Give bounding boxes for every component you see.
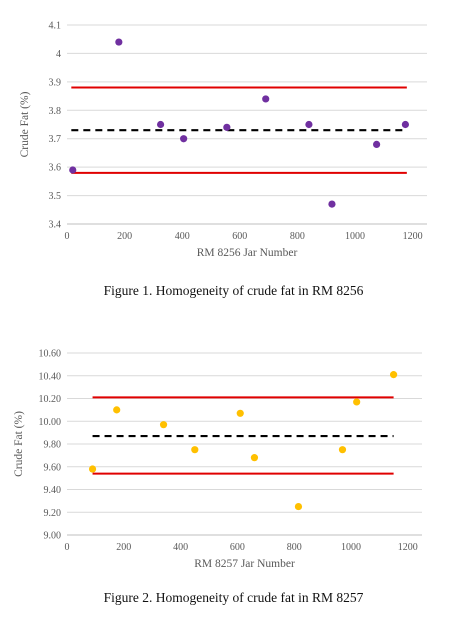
y-tick-label: 9.00 (44, 531, 62, 542)
y-tick-label: 4.1 (49, 21, 62, 32)
x-tick-label: 1000 (345, 231, 365, 242)
data-point (69, 166, 77, 174)
x-tick-label: 800 (290, 231, 305, 242)
data-point (294, 502, 303, 511)
y-tick-label: 9.60 (44, 462, 62, 473)
x-tick-label: 400 (175, 231, 190, 242)
data-point (328, 200, 336, 208)
data-point (401, 120, 409, 129)
x-axis-label: RM 8256 Jar Number (197, 247, 298, 259)
x-tick-label: 200 (117, 231, 132, 242)
data-point (250, 454, 259, 462)
x-tick-label: 1200 (403, 231, 423, 242)
x-tick-label: 400 (173, 542, 188, 553)
x-tick-label: 600 (232, 231, 247, 242)
y-tick-label: 4 (56, 49, 61, 60)
x-tick-label: 800 (287, 542, 302, 553)
x-tick-label: 0 (65, 542, 70, 553)
data-point (338, 446, 347, 454)
figure-2-caption: Figure 2. Homogeneity of crude fat in RM… (103, 590, 364, 605)
x-axis-label: RM 8257 Jar Number (194, 558, 295, 570)
y-tick-label: 3.7 (49, 134, 62, 145)
y-axis-label: Crude Fat (%) (19, 91, 31, 157)
x-tick-label: 200 (116, 542, 131, 553)
y-tick-label: 3.8 (49, 106, 62, 117)
data-point (305, 120, 313, 129)
data-point (191, 446, 199, 454)
figure-2: 9.00 9.20 9.40 9.60 9.80 10.00 10.20 10.40 10.60… (0, 338, 467, 620)
y-tick-label: 9.80 (44, 440, 62, 451)
x-tick-label: 1000 (341, 542, 361, 553)
data-point (88, 465, 97, 473)
y-axis-label: Crude Fat (%) (13, 411, 25, 477)
x-tick-label: 0 (65, 231, 70, 242)
data-point (115, 38, 123, 46)
x-tick-label: 600 (230, 542, 245, 553)
chart-1: 3.4 3.5 3.6 3.7 3.8 3.9 4 4.1 0 200 400 600 800 1000 1… (19, 21, 427, 259)
chart-2: 9.00 9.20 9.40 9.60 9.80 10.00 10.20 10.40 10.60… (13, 349, 422, 570)
data-point (180, 135, 188, 143)
y-tick-label: 10.20 (39, 394, 62, 405)
data-point (236, 409, 244, 417)
data-point (373, 140, 381, 148)
y-tick-label: 3.4 (49, 220, 62, 231)
figure-1: 3.4 3.5 3.6 3.7 3.8 3.9 4 4.1 0 200 400 600 800 1000 1… (0, 0, 467, 300)
y-tick-label: 3.9 (49, 77, 62, 88)
y-tick-label: 9.40 (44, 485, 62, 496)
data-point (353, 398, 361, 406)
y-tick-label: 3.5 (49, 191, 62, 202)
data-point (113, 406, 121, 414)
y-tick-label: 9.20 (44, 508, 62, 519)
y-tick-label: 3.6 (49, 163, 62, 174)
data-point (159, 421, 168, 429)
data-point (390, 371, 398, 379)
y-tick-label: 10.60 (39, 349, 62, 360)
data-point (262, 95, 270, 103)
y-tick-label: 10.00 (39, 417, 62, 428)
x-tick-label: 1200 (398, 542, 418, 553)
data-point (223, 123, 231, 131)
figure-1-caption: Figure 1. Homogeneity of crude fat in RM… (103, 283, 364, 298)
data-point (157, 120, 165, 129)
y-tick-label: 10.40 (39, 371, 62, 382)
